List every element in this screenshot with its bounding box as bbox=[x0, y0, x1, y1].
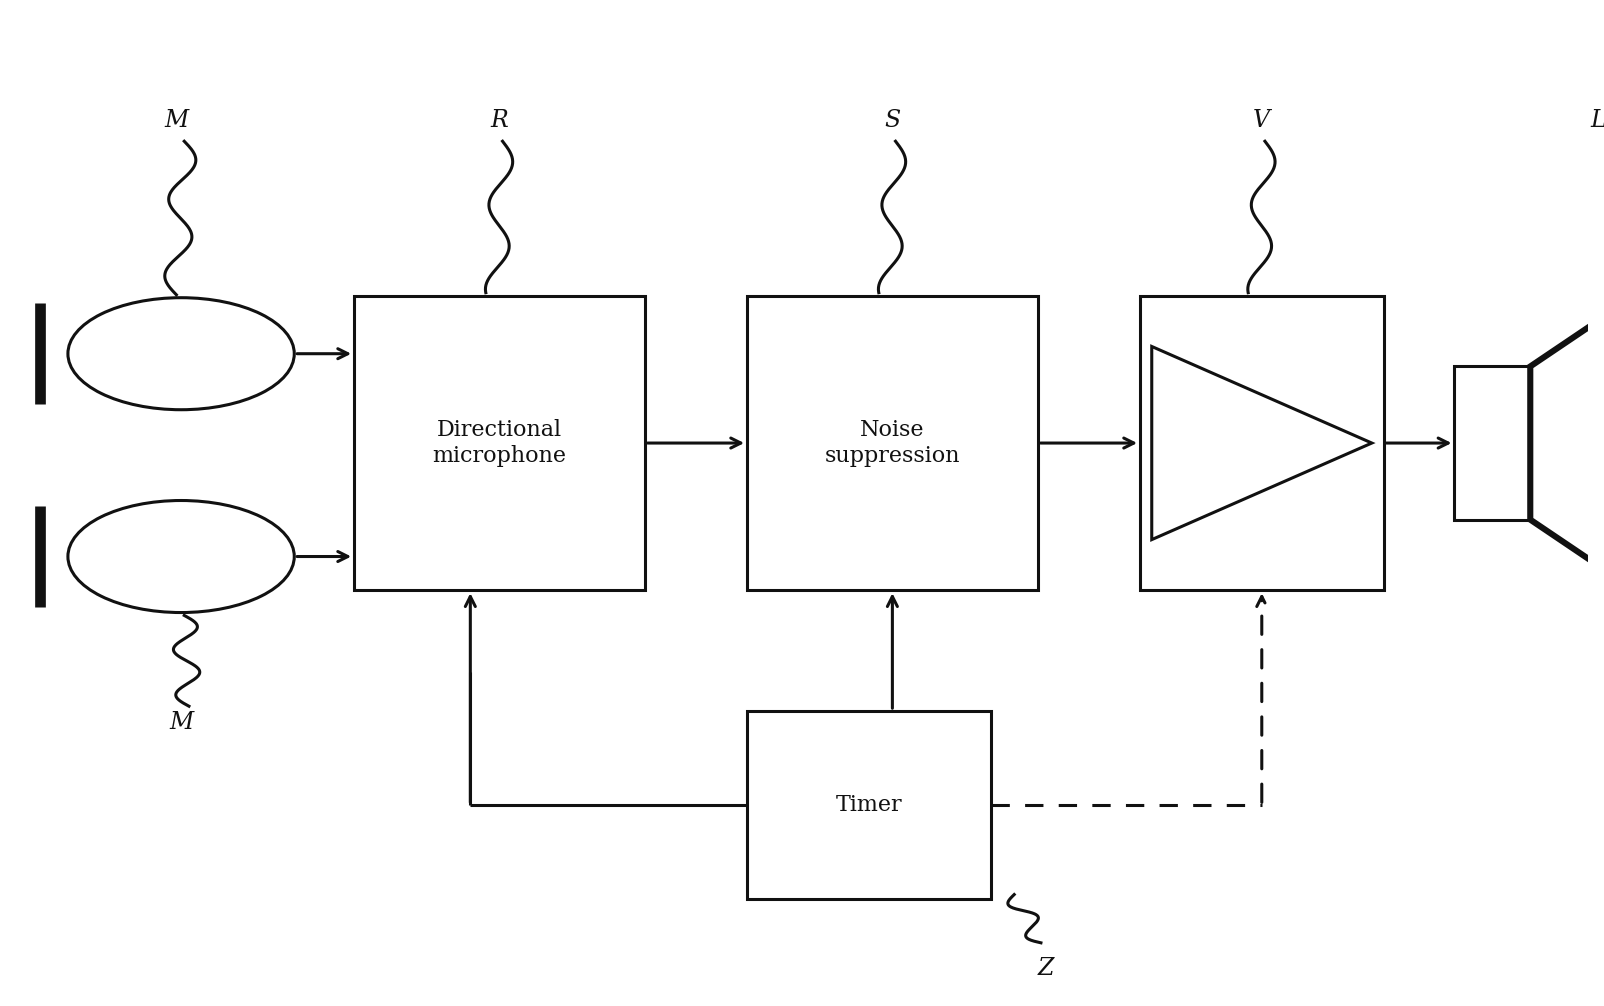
Polygon shape bbox=[1530, 296, 1604, 591]
Ellipse shape bbox=[67, 298, 294, 409]
Text: Timer: Timer bbox=[836, 794, 901, 816]
Bar bbox=[1140, 296, 1384, 591]
Text: M: M bbox=[168, 711, 192, 734]
Bar bbox=[354, 296, 645, 591]
Text: M: M bbox=[164, 109, 189, 132]
Bar bbox=[1455, 366, 1530, 520]
Text: L: L bbox=[1590, 109, 1604, 132]
Text: Directional
microphone: Directional microphone bbox=[433, 420, 566, 467]
Text: Z: Z bbox=[1038, 958, 1054, 980]
Text: R: R bbox=[491, 109, 508, 132]
Ellipse shape bbox=[67, 501, 294, 613]
Bar bbox=[747, 711, 991, 899]
Text: S: S bbox=[884, 109, 900, 132]
Polygon shape bbox=[1152, 346, 1371, 539]
Text: Noise
suppression: Noise suppression bbox=[824, 420, 961, 467]
Bar bbox=[747, 296, 1038, 591]
Text: V: V bbox=[1253, 109, 1270, 132]
